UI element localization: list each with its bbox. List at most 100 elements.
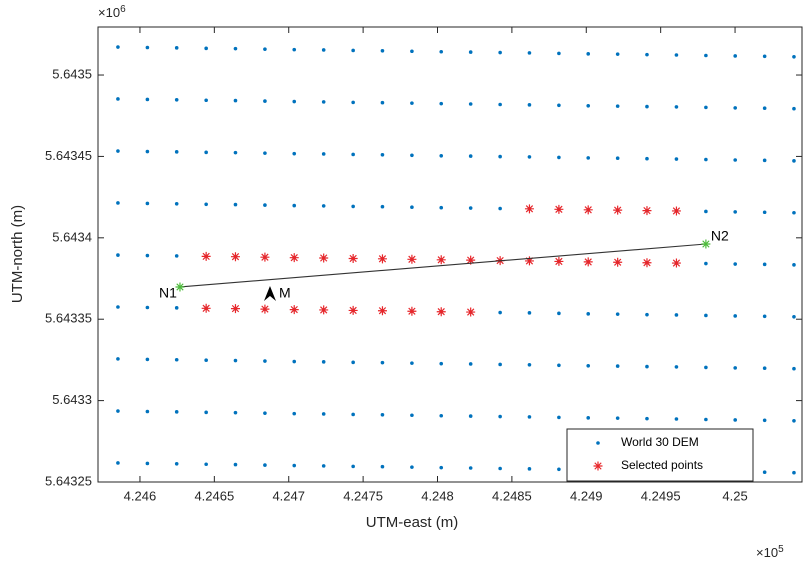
dem-point <box>439 153 444 158</box>
y-tick-label: 5.64335 <box>45 311 92 326</box>
selected-point <box>583 257 593 267</box>
dem-point <box>527 155 532 159</box>
x-tick-label: 4.2475 <box>343 488 383 503</box>
dem-point <box>645 416 649 421</box>
dem-point <box>145 461 150 466</box>
legend-box <box>566 428 754 482</box>
dem-point <box>233 462 238 467</box>
dem-point <box>498 466 502 471</box>
dem-point <box>351 152 355 157</box>
dem-point <box>174 306 179 310</box>
x-tick-label: 4.25 <box>722 488 747 503</box>
dem-point <box>116 461 120 465</box>
dem-point <box>321 48 326 52</box>
dem-point <box>116 149 120 153</box>
selected-point <box>524 204 534 214</box>
dem-point <box>557 311 561 316</box>
dem-point <box>204 150 208 155</box>
selected-point <box>524 256 534 266</box>
dem-point <box>145 305 150 310</box>
dem-point <box>527 415 532 419</box>
dem-point <box>468 154 473 158</box>
dem-point <box>292 203 297 208</box>
selected-point <box>260 304 270 314</box>
dem-point <box>380 412 385 417</box>
dem-point <box>674 313 679 317</box>
dem-point <box>116 409 120 413</box>
selected-point <box>348 305 358 315</box>
selected-point <box>642 206 652 216</box>
dem-point <box>498 362 502 367</box>
dem-point <box>116 97 120 101</box>
dem-point <box>615 312 620 316</box>
dem-point <box>204 46 208 51</box>
dem-point <box>762 366 767 371</box>
dem-point <box>410 101 414 105</box>
dem-point <box>615 364 620 368</box>
dem-point <box>792 106 796 111</box>
x-tick-label: 4.247 <box>272 488 305 503</box>
dem-point <box>468 414 473 418</box>
dem-point <box>145 201 150 206</box>
selected-point <box>201 251 211 261</box>
selected-point <box>554 204 564 214</box>
dem-point <box>733 314 738 318</box>
dem-point <box>674 365 679 369</box>
dem-point <box>263 47 267 51</box>
dem-point <box>792 314 796 319</box>
dem-point <box>145 357 150 362</box>
dem-point <box>498 414 502 419</box>
dem-point <box>204 98 208 103</box>
dem-point <box>380 360 385 365</box>
plot-box <box>97 26 803 483</box>
dem-point <box>762 470 767 475</box>
y-tick-label: 5.6434 <box>52 229 92 244</box>
selected-point <box>377 254 387 264</box>
y-tick-label: 5.64325 <box>45 473 92 488</box>
dem-point <box>762 54 767 59</box>
dem-point <box>174 97 179 102</box>
x-exponent-power: 5 <box>778 544 784 555</box>
dem-point <box>116 253 120 257</box>
dem-point <box>410 205 414 210</box>
dem-point <box>557 467 561 472</box>
dem-point <box>704 365 708 370</box>
dem-point <box>557 103 561 108</box>
dem-point <box>792 54 796 59</box>
dem-point <box>380 48 385 53</box>
dem-point <box>321 360 326 364</box>
selected-point <box>613 205 623 215</box>
dem-point <box>439 49 444 54</box>
dem-point <box>704 53 708 58</box>
node-point <box>701 239 711 249</box>
dem-point <box>527 103 532 107</box>
dem-point <box>704 313 708 318</box>
dem-point <box>498 102 502 107</box>
x-tick-label: 4.249 <box>570 488 603 503</box>
dem-point <box>439 465 444 470</box>
selected-point <box>554 256 564 266</box>
dem-point <box>263 463 267 467</box>
dem-point <box>586 416 591 420</box>
dem-point <box>174 410 179 414</box>
dem-point <box>321 204 326 208</box>
dem-point <box>116 357 120 361</box>
dem-point <box>498 310 502 315</box>
x-exponent: ×105 <box>756 544 784 561</box>
dem-point <box>439 101 444 106</box>
dem-point <box>792 159 796 163</box>
dem-point <box>233 98 238 103</box>
dem-point <box>645 104 649 109</box>
dem-point <box>263 411 267 415</box>
x-exponent-base: ×10 <box>756 545 778 560</box>
dem-point <box>145 253 150 258</box>
dem-point <box>704 105 708 110</box>
dem-point <box>204 358 208 363</box>
y-exponent: ×106 <box>98 4 126 21</box>
dem-point <box>174 46 179 50</box>
dem-point <box>733 106 738 110</box>
dem-point <box>792 418 796 423</box>
selected-point <box>671 258 681 268</box>
dem-point <box>792 210 796 215</box>
dem-point <box>174 150 179 154</box>
